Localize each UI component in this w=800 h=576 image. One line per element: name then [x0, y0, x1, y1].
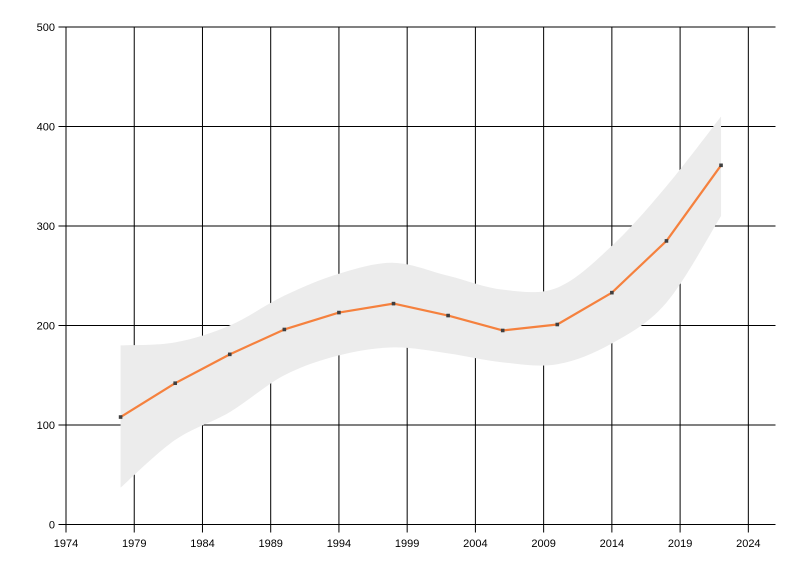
y-tick-label: 100: [37, 420, 55, 432]
data-point: [227, 352, 232, 357]
x-tick-label: 1994: [327, 538, 351, 550]
x-tick-label: 2009: [531, 538, 555, 550]
y-tick-label: 0: [49, 520, 55, 532]
data-point: [391, 301, 396, 306]
x-tick-label: 2014: [600, 538, 624, 550]
x-tick-label: 2024: [736, 538, 760, 550]
x-tick-label: 1999: [395, 538, 419, 550]
data-line: [119, 164, 723, 419]
data-point: [500, 328, 505, 333]
axis-ticks: [58, 26, 749, 533]
y-tick-label: 400: [37, 122, 55, 134]
data-series: [119, 164, 723, 419]
data-point: [610, 290, 614, 295]
data-point: [719, 163, 723, 168]
data-point: [555, 322, 560, 327]
x-axis-labels: 1974 1979 1984 1989 1994 1999 2004 2009 2014 2019…: [54, 538, 761, 550]
x-tick-label: 1979: [122, 538, 146, 550]
y-tick-label: 300: [37, 221, 55, 233]
x-tick-label: 2019: [668, 538, 692, 550]
x-tick-label: 1989: [258, 538, 282, 550]
x-tick-label: 2004: [463, 538, 487, 550]
grid: [65, 26, 776, 525]
confidence-band: [120, 116, 722, 488]
x-tick-label: 1974: [54, 538, 78, 550]
data-point: [337, 310, 341, 315]
data-point: [173, 381, 177, 386]
y-axis-labels: 0 100 200 300 400 500: [37, 22, 55, 532]
data-point: [446, 313, 450, 318]
data-markers: [118, 163, 723, 419]
y-tick-label: 200: [37, 321, 55, 333]
x-tick-label: 1984: [190, 538, 214, 550]
confidence-band-area: [120, 116, 722, 488]
data-point: [118, 415, 123, 419]
data-point: [282, 327, 287, 332]
y-tick-label: 500: [37, 22, 55, 34]
data-point: [664, 239, 669, 243]
